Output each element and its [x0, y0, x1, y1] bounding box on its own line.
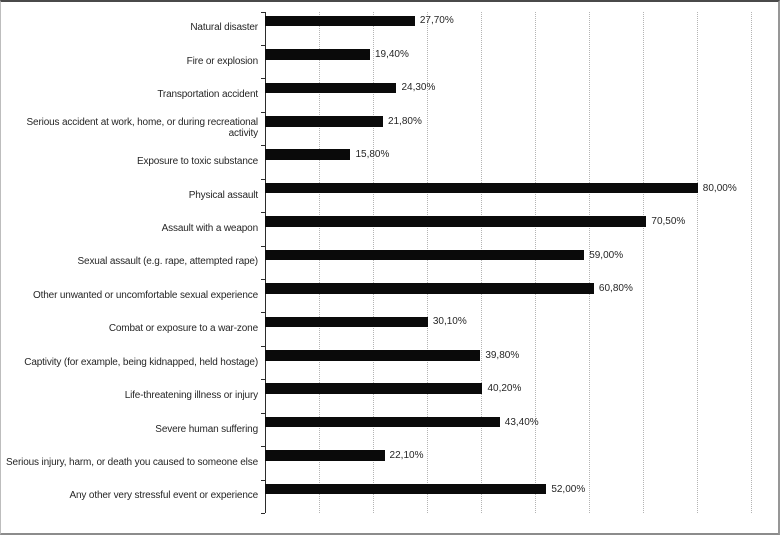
value-label: 80,00%: [702, 182, 737, 194]
value-label: 21,80%: [387, 115, 422, 127]
gridline: [480, 11, 482, 513]
category-axis: [264, 11, 266, 513]
value-label: 70,50%: [651, 216, 686, 228]
bar: [265, 450, 385, 461]
category-label: Serious injury, harm, or death you cause…: [6, 457, 258, 469]
axis-tick: [260, 145, 265, 147]
category-label: Natural disaster: [190, 22, 258, 34]
bar: [265, 216, 647, 227]
category-label: Captivity (for example, being kidnapped,…: [24, 356, 258, 368]
value-label: 24,30%: [401, 82, 436, 94]
gridline: [318, 11, 320, 513]
category-label: Fire or explosion: [186, 55, 259, 67]
bar: [265, 483, 547, 495]
bar: [265, 316, 428, 328]
axis-tick: [260, 345, 265, 347]
axis-tick: [260, 412, 265, 414]
category-label: Serious accident at work, home, or durin…: [26, 116, 259, 140]
axis-tick: [260, 512, 265, 514]
gridline: [643, 11, 645, 513]
axis-tick: [260, 44, 265, 46]
bar: [265, 416, 500, 428]
category-label: Assault with a weapon: [161, 223, 259, 235]
value-label: 52,00%: [551, 483, 586, 495]
axis-tick: [260, 479, 265, 481]
axis-tick: [260, 278, 265, 280]
value-label: 19,40%: [374, 48, 409, 60]
bar: [265, 383, 483, 395]
category-label: Any other very stressful event or experi…: [69, 490, 259, 502]
gridline: [697, 11, 699, 513]
axis-tick: [260, 78, 265, 80]
bar: [265, 15, 415, 27]
gridline: [535, 11, 536, 513]
gridline: [372, 11, 374, 513]
bar: [265, 82, 397, 94]
gridline: [589, 11, 591, 513]
bar: [265, 283, 594, 294]
bar: [265, 115, 383, 127]
axis-tick: [260, 178, 265, 180]
bar: [265, 149, 351, 160]
value-label: 60,80%: [598, 282, 633, 294]
axis-tick: [260, 212, 265, 214]
category-label: Other unwanted or uncomfortable sexual e…: [32, 289, 258, 301]
category-label: Sexual assault (e.g. rape, attempted rap…: [77, 256, 259, 268]
bar: [265, 350, 481, 361]
value-label: 30,10%: [432, 316, 467, 328]
bar: [265, 182, 698, 194]
category-label: Physical assault: [188, 189, 258, 201]
value-label: 43,40%: [504, 416, 539, 428]
gridline: [426, 11, 428, 513]
axis-tick: [260, 111, 265, 113]
bar: [265, 249, 585, 261]
value-label: 27,70%: [419, 15, 454, 27]
category-label: Combat or exposure to a war-zone: [108, 323, 258, 335]
axis-tick: [260, 312, 265, 314]
category-label: Exposure to toxic substance: [136, 156, 258, 168]
category-label: Severe human suffering: [155, 423, 258, 435]
gridline: [751, 11, 753, 513]
value-label: 22,10%: [389, 450, 424, 462]
axis-tick: [260, 245, 265, 247]
category-label: Life-threatening illness or injury: [124, 390, 258, 402]
axis-tick: [260, 11, 265, 13]
value-label: 15,80%: [355, 149, 390, 161]
value-label: 39,80%: [485, 349, 520, 361]
value-label: 59,00%: [589, 249, 624, 261]
category-label: Transportation accident: [157, 89, 258, 101]
axis-tick: [260, 379, 265, 381]
value-label: 40,20%: [487, 383, 522, 395]
bar: [265, 49, 370, 60]
axis-tick: [260, 446, 265, 448]
